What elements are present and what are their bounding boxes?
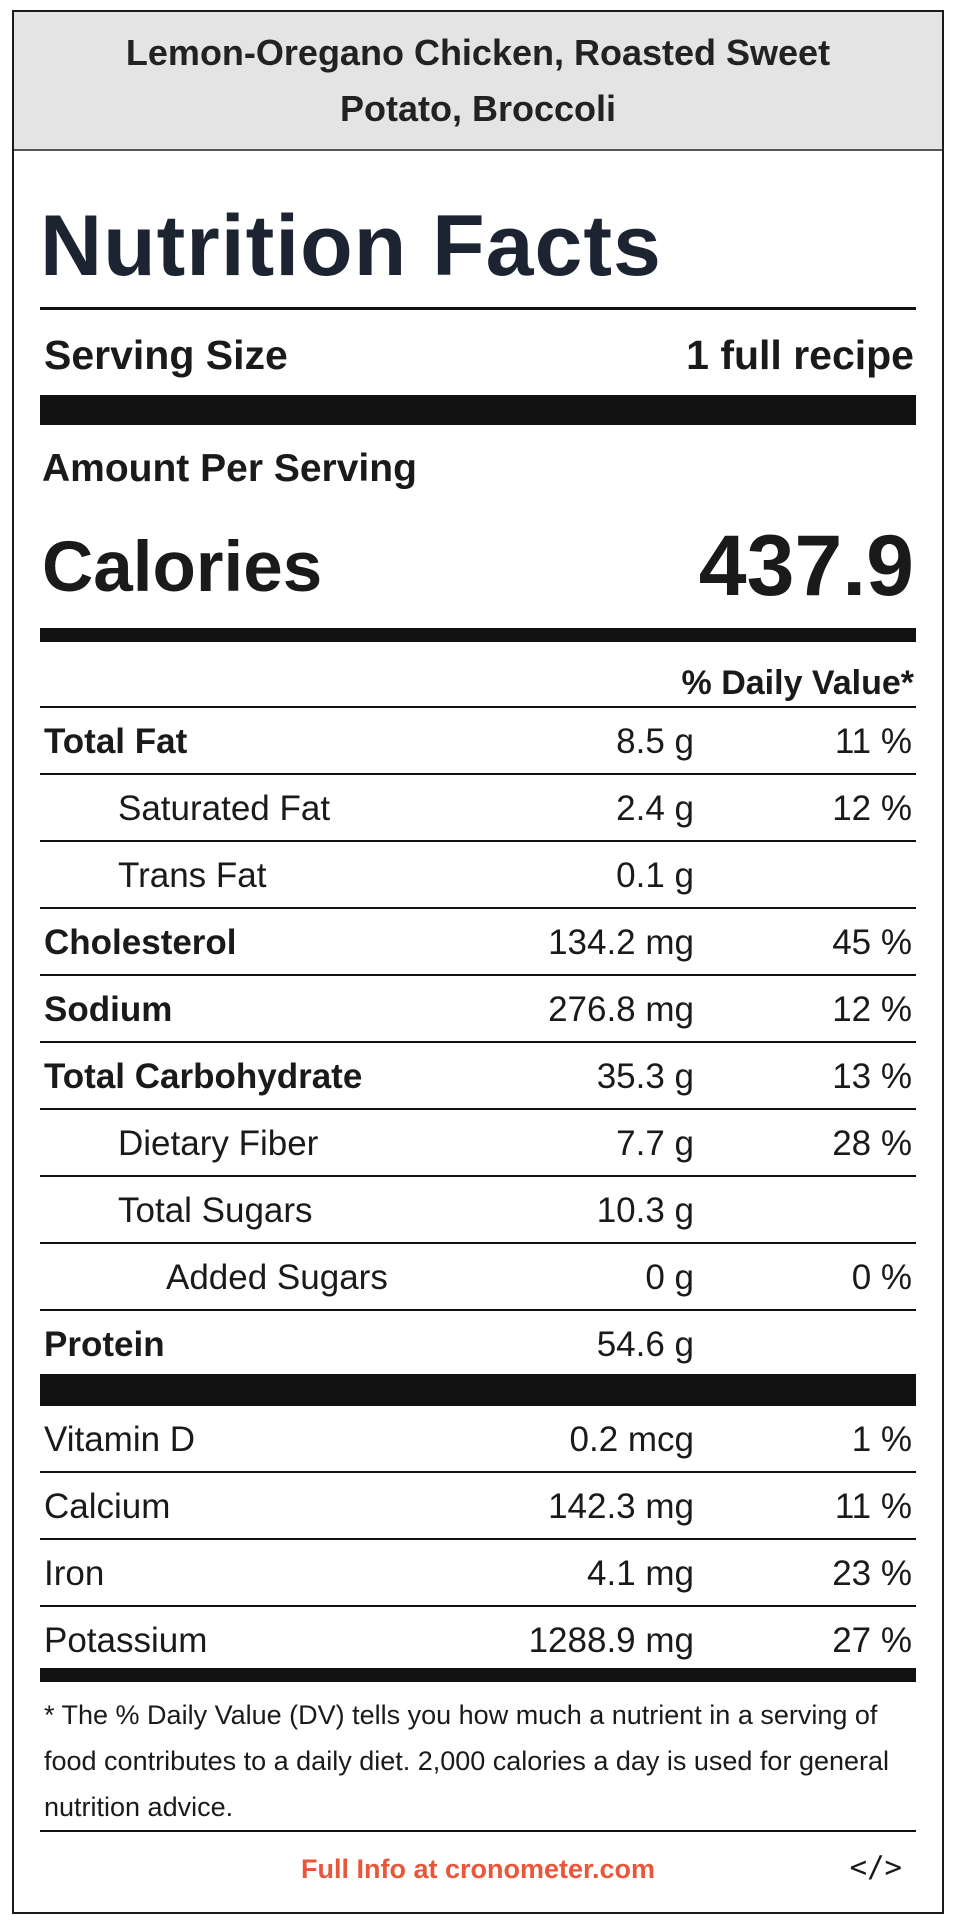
nutrient-amount: 10.3 g [596,1191,694,1230]
vitamin-amount: 142.3 mg [548,1487,694,1526]
daily-value-header: % Daily Value* [681,664,914,702]
nutrient-name: Total Carbohydrate [44,1057,363,1096]
cronometer-link-text[interactable]: Full Info at cronometer.com [300,1854,656,1884]
nutrient-amount: 134.2 mg [548,923,694,962]
nutrient-row-saturated-fat: Saturated Fat 2.4 g 12 % [40,775,916,840]
thick-divider [40,1668,916,1682]
nutrient-amount: 8.5 g [616,722,694,761]
vitamin-daily-value: 23 % [832,1554,912,1593]
cronometer-link[interactable]: Full Info at cronometer.com [14,1854,942,1885]
nutrient-amount: 7.7 g [616,1124,694,1163]
calories-value: 437.9 [698,518,914,614]
divider [40,1538,916,1540]
nutrient-daily-value: 45 % [832,923,912,962]
nutrient-row-trans-fat: Trans Fat 0.1 g [40,842,916,907]
nutrient-row-protein: Protein 54.6 g [40,1311,916,1376]
nutrient-amount: 54.6 g [596,1325,694,1364]
thick-divider [40,628,916,642]
divider [40,706,916,708]
nutrient-name: Protein [44,1325,165,1364]
nutrient-amount: 35.3 g [596,1057,694,1096]
nutrient-name: Total Sugars [118,1191,313,1230]
nutrient-name: Added Sugars [166,1258,388,1297]
nutrient-daily-value: 12 % [832,789,912,828]
nutrient-daily-value: 13 % [832,1057,912,1096]
nutrient-daily-value: 11 % [834,722,912,761]
amount-per-serving: Amount Per Serving [42,447,417,490]
divider [40,1041,916,1043]
divider [40,1605,916,1607]
vitamin-row-calcium: Calcium 142.3 mg 11 % [40,1473,916,1538]
nutrient-name: Cholesterol [44,923,237,962]
nutrition-label: Lemon-Oregano Chicken, Roasted Sweet Pot… [12,10,944,1914]
divider [40,1108,916,1110]
vitamin-name: Iron [44,1554,105,1593]
thick-divider [40,395,916,425]
embed-code-icon[interactable]: </> [849,1850,902,1884]
vitamin-row-iron: Iron 4.1 mg 23 % [40,1540,916,1605]
nutrient-amount: 0.1 g [616,856,694,895]
divider [40,1242,916,1244]
vitamin-daily-value: 27 % [832,1621,912,1660]
nutrient-amount: 2.4 g [616,789,694,828]
nutrient-row-dietary-fiber: Dietary Fiber 7.7 g 28 % [40,1110,916,1175]
divider [40,840,916,842]
vitamin-daily-value: 11 % [834,1487,912,1526]
vitamin-name: Vitamin D [44,1420,196,1459]
nutrient-daily-value: 0 % [851,1258,912,1297]
calories-label: Calories [42,528,323,607]
divider [40,773,916,775]
nutrient-daily-value: 28 % [832,1124,912,1163]
nutrient-row-total-fat: Total Fat 8.5 g 11 % [40,708,916,773]
nutrient-name: Sodium [44,990,173,1029]
vitamin-amount: 1288.9 mg [528,1621,694,1660]
vitamin-name: Potassium [44,1621,208,1660]
divider [40,1471,916,1473]
nutrition-facts-heading: Nutrition Facts [40,198,662,294]
nutrient-row-total-carbohydrate: Total Carbohydrate 35.3 g 13 % [40,1043,916,1108]
recipe-title: Lemon-Oregano Chicken, Roasted Sweet Pot… [125,31,831,129]
nutrient-name: Total Fat [44,722,188,761]
divider [40,907,916,909]
nutrient-name: Trans Fat [118,856,267,895]
thick-divider [40,1374,916,1406]
vitamin-amount: 4.1 mg [587,1554,694,1593]
divider [40,1309,916,1311]
serving-size-value: 1 full recipe [686,332,914,378]
nutrient-name: Saturated Fat [118,789,331,828]
nutrient-name: Dietary Fiber [118,1124,319,1163]
vitamin-row-vitamin-d: Vitamin D 0.2 mcg 1 % [40,1406,916,1471]
nutrient-row-total-sugars: Total Sugars 10.3 g [40,1177,916,1242]
vitamin-row-potassium: Potassium 1288.9 mg 27 % [40,1607,916,1672]
divider [40,1175,916,1177]
daily-value-footnote: * The % Daily Value (DV) tells you how m… [44,1700,890,1822]
divider [40,1830,916,1832]
divider [40,307,916,310]
vitamin-name: Calcium [44,1487,171,1526]
divider [40,974,916,976]
recipe-title-bar: Lemon-Oregano Chicken, Roasted Sweet Pot… [14,12,942,151]
nutrient-daily-value: 12 % [832,990,912,1029]
vitamin-daily-value: 1 % [851,1420,912,1459]
serving-size-label: Serving Size [44,332,288,378]
vitamin-amount: 0.2 mcg [569,1420,695,1459]
nutrient-amount: 276.8 mg [548,990,694,1029]
nutrient-row-sodium: Sodium 276.8 mg 12 % [40,976,916,1041]
nutrient-row-added-sugars: Added Sugars 0 g 0 % [40,1244,916,1309]
nutrient-row-cholesterol: Cholesterol 134.2 mg 45 % [40,909,916,974]
nutrient-amount: 0 g [645,1258,694,1297]
